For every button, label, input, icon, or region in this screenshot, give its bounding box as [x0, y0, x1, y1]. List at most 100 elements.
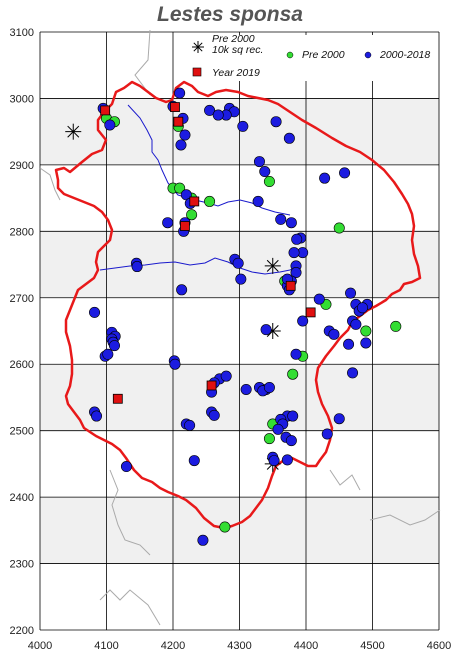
grey-border-south-2 — [99, 589, 161, 626]
record-2000-2018 — [169, 358, 181, 370]
x-tick-label: 4100 — [94, 640, 118, 652]
record-2000-2018 — [175, 139, 187, 151]
map-title: Lestes sponsa — [157, 3, 303, 26]
record-2019 — [173, 116, 184, 127]
y-tick-label: 3100 — [10, 27, 34, 39]
record-2000-2018 — [360, 337, 372, 349]
record-2019 — [180, 221, 190, 231]
record-2000-2018 — [347, 367, 359, 379]
record-2000-2018 — [321, 428, 333, 440]
record-2000-2018 — [188, 455, 200, 467]
legend-label-2019: Year 2019 — [212, 67, 260, 79]
record-2000-2018 — [102, 348, 114, 360]
record-2000-2018 — [281, 454, 293, 466]
y-tick-label: 2700 — [10, 293, 34, 305]
record-2019 — [100, 105, 111, 116]
x-tick-label: 4300 — [227, 640, 251, 652]
record-2000-2018 — [120, 461, 132, 473]
y-tick-label: 2600 — [10, 359, 34, 371]
record-2000-2018 — [176, 284, 188, 296]
legend-red-square-icon — [192, 67, 202, 77]
record-2019 — [206, 380, 217, 391]
record-2019 — [285, 280, 296, 291]
grey-border-east — [369, 509, 441, 526]
record-2000-2018 — [263, 381, 275, 393]
y-tick-label: 2300 — [10, 559, 34, 571]
record-2000-2018 — [297, 315, 309, 327]
pre2000-record — [360, 325, 372, 337]
axes: 2200 2300 2400 2500 2600 2700 2800 2900 3000 3100… — [10, 27, 452, 652]
record-2000-2018 — [313, 293, 325, 305]
county-boundary — [54, 80, 422, 530]
record-2000-2018 — [174, 87, 186, 99]
record-2000-2018 — [291, 233, 303, 245]
record-2000-2018 — [290, 348, 302, 360]
record-2019 — [170, 102, 180, 112]
pre2000-record — [390, 320, 402, 332]
records — [65, 87, 402, 546]
pre2000-record — [186, 209, 198, 221]
record-2000-2018 — [345, 287, 357, 299]
record-2000-2018 — [319, 172, 331, 184]
pre2000-record — [287, 368, 299, 380]
legend-box — [186, 35, 436, 81]
record-2000-2018 — [131, 261, 143, 273]
pre2000-record — [263, 176, 275, 188]
x-tick-label: 4000 — [28, 640, 52, 652]
record-2000-2018 — [104, 119, 116, 131]
record-2000-2018 — [270, 116, 282, 128]
record-2000-2018 — [212, 109, 224, 121]
record-2000-2018 — [287, 410, 299, 422]
pre2000-record — [174, 182, 186, 194]
legend-label-2000-2018: 2000-2018 — [379, 49, 430, 61]
record-2000-2018 — [357, 302, 369, 314]
record-2000-2018 — [220, 370, 232, 382]
pre2000-record — [263, 433, 275, 445]
record-2000-2018 — [179, 129, 191, 141]
record-2000-2018 — [197, 534, 209, 546]
legend-green-dot-icon — [286, 51, 294, 59]
record-2000-2018 — [208, 409, 220, 421]
record-2000-2018 — [237, 120, 249, 132]
record-2000-2018 — [253, 156, 265, 168]
neighbouring-borders — [39, 29, 441, 626]
pre2000-record — [333, 222, 345, 234]
record-2019 — [189, 196, 200, 207]
record-2019 — [305, 307, 316, 318]
grey-border-north — [134, 29, 151, 96]
record-2019 — [112, 393, 123, 404]
record-2000-2018 — [285, 217, 297, 229]
x-tick-label: 4600 — [427, 640, 451, 652]
record-2000-2018 — [268, 455, 280, 467]
record-2000-2018 — [260, 324, 272, 336]
x-tick-label: 4200 — [161, 640, 185, 652]
record-2000-2018 — [343, 338, 355, 350]
pre2000-record — [204, 195, 216, 207]
legend-label-pre2000: Pre 2000 — [302, 49, 345, 61]
grey-border-south — [109, 469, 151, 556]
pre2000-record — [219, 521, 231, 533]
record-2000-2018 — [232, 257, 244, 269]
x-tick-label: 4500 — [360, 640, 384, 652]
record-2000-2018 — [162, 217, 174, 229]
record-2000-2018 — [288, 247, 300, 259]
y-tick-label: 2200 — [10, 625, 34, 637]
x-tick-label: 4400 — [294, 640, 318, 652]
pre2000-10k-record — [65, 123, 82, 140]
record-2000-2018 — [339, 167, 351, 179]
record-2000-2018 — [272, 423, 284, 435]
y-tick-label: 3000 — [10, 93, 34, 105]
pre2000-10k-record — [264, 257, 281, 274]
record-2000-2018 — [184, 419, 196, 431]
record-2000-2018 — [252, 195, 264, 207]
y-tick-label: 2500 — [10, 426, 34, 438]
y-tick-label: 2900 — [10, 160, 34, 172]
record-2000-2018 — [91, 410, 103, 422]
y-tick-label: 2800 — [10, 226, 34, 238]
grey-border-east-2 — [329, 469, 361, 491]
record-2000-2018 — [275, 213, 287, 225]
record-2000-2018 — [333, 413, 345, 425]
legend-label-pre2000-10k: Pre 2000 — [212, 33, 255, 45]
record-2000-2018 — [235, 273, 247, 285]
